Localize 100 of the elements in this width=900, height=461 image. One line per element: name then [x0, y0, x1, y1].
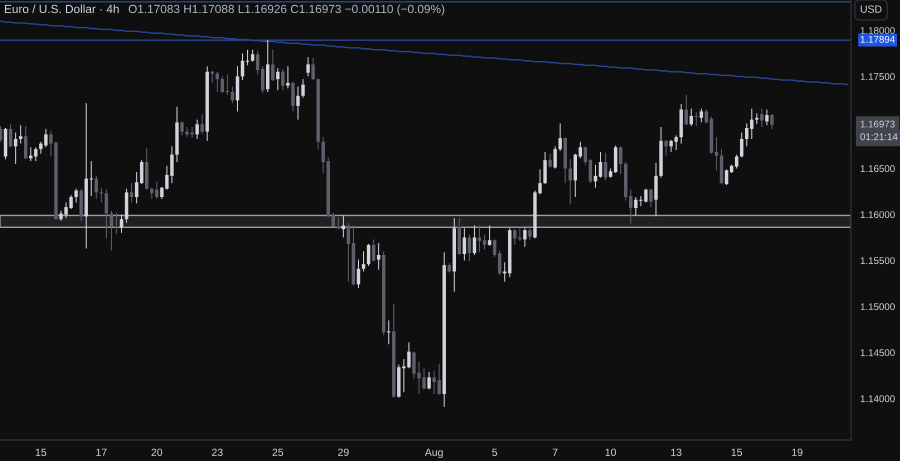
candlestick: [316, 78, 320, 150]
candlestick: [448, 263, 451, 272]
candlestick: [604, 152, 608, 180]
x-tick-label: 17: [96, 448, 107, 456]
candlestick: [296, 86, 300, 120]
candlestick: [594, 164, 598, 188]
candlestick: [523, 228, 527, 247]
y-tick-label: 1.18000: [860, 27, 895, 34]
x-tick-label: 29: [338, 448, 349, 456]
x-tick-label: Aug: [424, 448, 443, 458]
candlestick: [236, 66, 240, 112]
candlestick: [649, 188, 653, 208]
candlestick: [376, 243, 380, 270]
candlestick: [679, 104, 683, 144]
candlestick: [417, 362, 421, 394]
x-tick-label: 5: [492, 448, 498, 456]
chart-subtitle: O1.17083 H1.17088 L1.16926 C1.16973 −0.00110 (−0.09%): [128, 4, 444, 16]
candlestick: [528, 226, 532, 240]
candlestick: [266, 40, 270, 92]
y-axis-title: USD: [860, 5, 882, 13]
x-tick-label: 15: [732, 448, 742, 456]
candlestick: [18, 125, 22, 144]
candlestick: [291, 82, 295, 112]
candlestick: [387, 320, 390, 344]
candlestick: [564, 137, 567, 184]
candlestick: [372, 239, 376, 262]
text: 1.16973: [860, 120, 895, 128]
candlestick: [216, 72, 220, 92]
candlestick: [362, 251, 366, 272]
candlestick: [488, 226, 492, 246]
candlestick: [100, 188, 104, 203]
candlestick: [543, 152, 547, 184]
candlestick: [4, 128, 8, 160]
y-tick-label: 1.15500: [860, 257, 895, 264]
candlestick: [110, 210, 114, 250]
candlestick: [306, 57, 310, 76]
y-tick-label: 1.17500: [860, 73, 895, 80]
candlestick: [271, 50, 274, 82]
x-tick-label: 20: [152, 448, 162, 456]
candlestick: [94, 176, 98, 199]
candlestick: [210, 70, 214, 83]
y-tick-label: 1.14000: [860, 395, 895, 402]
candlestick: [412, 352, 416, 380]
candlestick: [568, 159, 572, 204]
candlestick: [392, 304, 396, 398]
candlestick: [230, 86, 234, 104]
candlestick: [694, 112, 698, 126]
candlestick: [468, 234, 472, 262]
candlestick: [558, 123, 562, 151]
line-series: [0, 20, 848, 86]
candlestick: [770, 114, 774, 130]
candlestick: [442, 252, 446, 407]
candlestick: [714, 137, 718, 170]
candlestick: [482, 234, 486, 250]
candlestick: [462, 228, 466, 260]
candlestick: [276, 68, 280, 90]
candlestick: [8, 124, 12, 148]
candlestick: [618, 146, 622, 174]
candlestick: [124, 188, 128, 223]
candlestick: [206, 66, 209, 141]
candlestick: [664, 140, 668, 156]
x-tick-label: 10: [606, 448, 616, 456]
candlestick: [765, 110, 769, 126]
candlestick: [281, 69, 285, 90]
candlestick: [533, 190, 537, 238]
candlestick: [478, 226, 482, 252]
candlestick: [760, 108, 764, 128]
x-tick-label: 19: [792, 448, 802, 456]
candlestick: [311, 58, 315, 80]
candlestick: [452, 218, 456, 292]
candlestick: [342, 215, 346, 238]
x-tick-label: 25: [272, 448, 284, 456]
candlestick: [14, 132, 18, 164]
candlestick: [24, 126, 28, 160]
x-tick-label: 23: [212, 448, 223, 456]
candlestick: [684, 94, 688, 126]
x-tick-label: 13: [671, 448, 682, 456]
candlestick: [130, 183, 134, 203]
candlestick: [740, 132, 744, 158]
candlestick: [538, 169, 542, 194]
candlestick: [79, 188, 83, 221]
candlestick: [301, 79, 305, 98]
y-tick-label: 1.16500: [860, 165, 895, 172]
candlestick: [120, 214, 124, 233]
candlestick: [654, 162, 658, 216]
candlestick: [49, 130, 53, 156]
chart-title: Euro / U.S. Dollar · 4h: [4, 4, 119, 14]
candlestick: [114, 212, 118, 234]
text: 01:21:14: [860, 133, 898, 140]
y-tick-label: 1.15000: [860, 303, 895, 310]
candlestick: [200, 114, 204, 134]
candlestick: [145, 148, 148, 190]
candlestick: [195, 120, 199, 139]
candlestick: [366, 244, 370, 266]
candlestick: [690, 108, 693, 126]
candlestick: [382, 251, 386, 336]
y-tick-label: 1.16000: [860, 211, 895, 218]
candlestick: [755, 113, 759, 124]
candlestick: [336, 217, 340, 230]
candlestick: [286, 66, 290, 88]
